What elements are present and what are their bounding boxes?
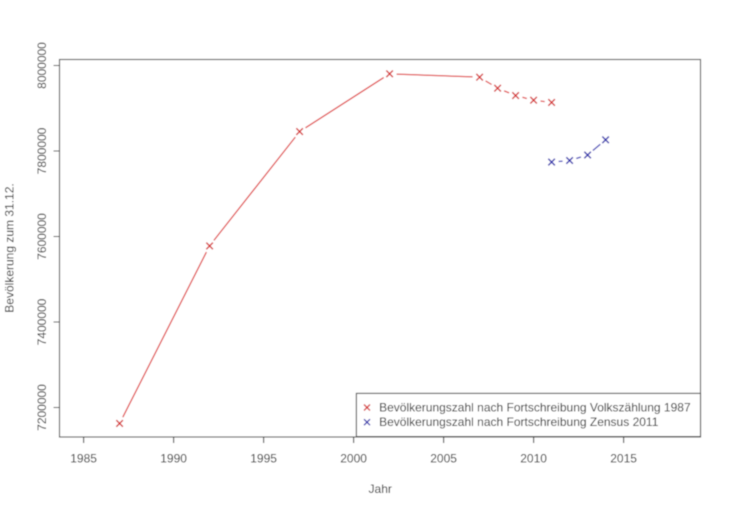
svg-text:1985: 1985 — [70, 451, 97, 465]
svg-text:1990: 1990 — [160, 451, 187, 465]
svg-text:1995: 1995 — [250, 451, 277, 465]
svg-text:2015: 2015 — [610, 451, 637, 465]
svg-text:2005: 2005 — [430, 451, 457, 465]
svg-text:2010: 2010 — [520, 451, 547, 465]
svg-text:Bevölkerung zum 31.12.: Bevölkerung zum 31.12. — [2, 183, 16, 312]
svg-text:Bevölkerungszahl nach Fortschr: Bevölkerungszahl nach Fortschreibung Vol… — [379, 401, 691, 415]
svg-text:7800000: 7800000 — [35, 127, 49, 174]
svg-text:Bevölkerungszahl nach Fortschr: Bevölkerungszahl nach Fortschreibung Zen… — [379, 415, 659, 429]
svg-text:2000: 2000 — [340, 451, 367, 465]
svg-text:7600000: 7600000 — [35, 213, 49, 260]
svg-text:Jahr: Jahr — [369, 482, 392, 496]
svg-text:8000000: 8000000 — [35, 42, 49, 89]
svg-text:7200000: 7200000 — [35, 384, 49, 431]
svg-text:7400000: 7400000 — [35, 298, 49, 345]
